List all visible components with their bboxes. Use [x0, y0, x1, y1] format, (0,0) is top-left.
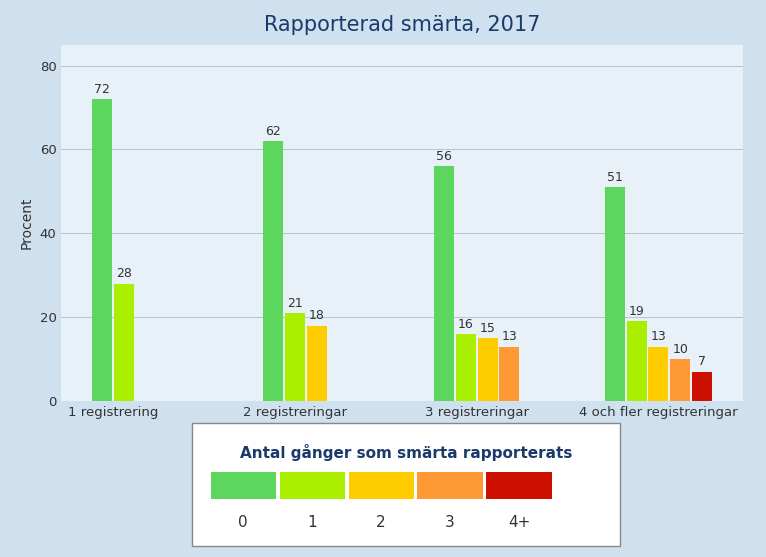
Text: 51: 51 [607, 171, 623, 184]
Bar [477, 338, 498, 401]
Text: 4+: 4+ [508, 515, 530, 530]
Bar [92, 99, 113, 401]
Text: 1: 1 [307, 515, 317, 530]
Text: 62: 62 [265, 125, 281, 138]
Bar [604, 187, 625, 401]
Text: 0: 0 [238, 515, 248, 530]
Text: 19: 19 [629, 305, 644, 318]
Text: 2: 2 [376, 515, 386, 530]
Bar [114, 284, 134, 401]
Text: 13: 13 [650, 330, 666, 343]
Text: 56: 56 [436, 150, 452, 163]
Text: 13: 13 [502, 330, 517, 343]
Y-axis label: Procent: Procent [20, 197, 34, 249]
Text: 16: 16 [458, 317, 473, 331]
Text: 72: 72 [94, 83, 110, 96]
Bar [648, 346, 669, 401]
Bar [434, 166, 454, 401]
Title: Rapporterad smärta, 2017: Rapporterad smärta, 2017 [264, 14, 540, 35]
Text: 28: 28 [116, 267, 132, 280]
Text: Antal gånger som smärta rapporterats: Antal gånger som smärta rapporterats [240, 444, 572, 462]
Text: 21: 21 [287, 297, 303, 310]
Text: 7: 7 [698, 355, 706, 368]
Text: 3: 3 [445, 515, 455, 530]
Bar [670, 359, 690, 401]
Text: 15: 15 [480, 322, 496, 335]
Bar [285, 313, 305, 401]
Text: 10: 10 [673, 343, 688, 356]
Bar [306, 325, 327, 401]
Bar [499, 346, 519, 401]
Bar [627, 321, 647, 401]
Text: 18: 18 [309, 309, 325, 322]
Bar [263, 141, 283, 401]
Bar [692, 372, 712, 401]
Bar [456, 334, 476, 401]
